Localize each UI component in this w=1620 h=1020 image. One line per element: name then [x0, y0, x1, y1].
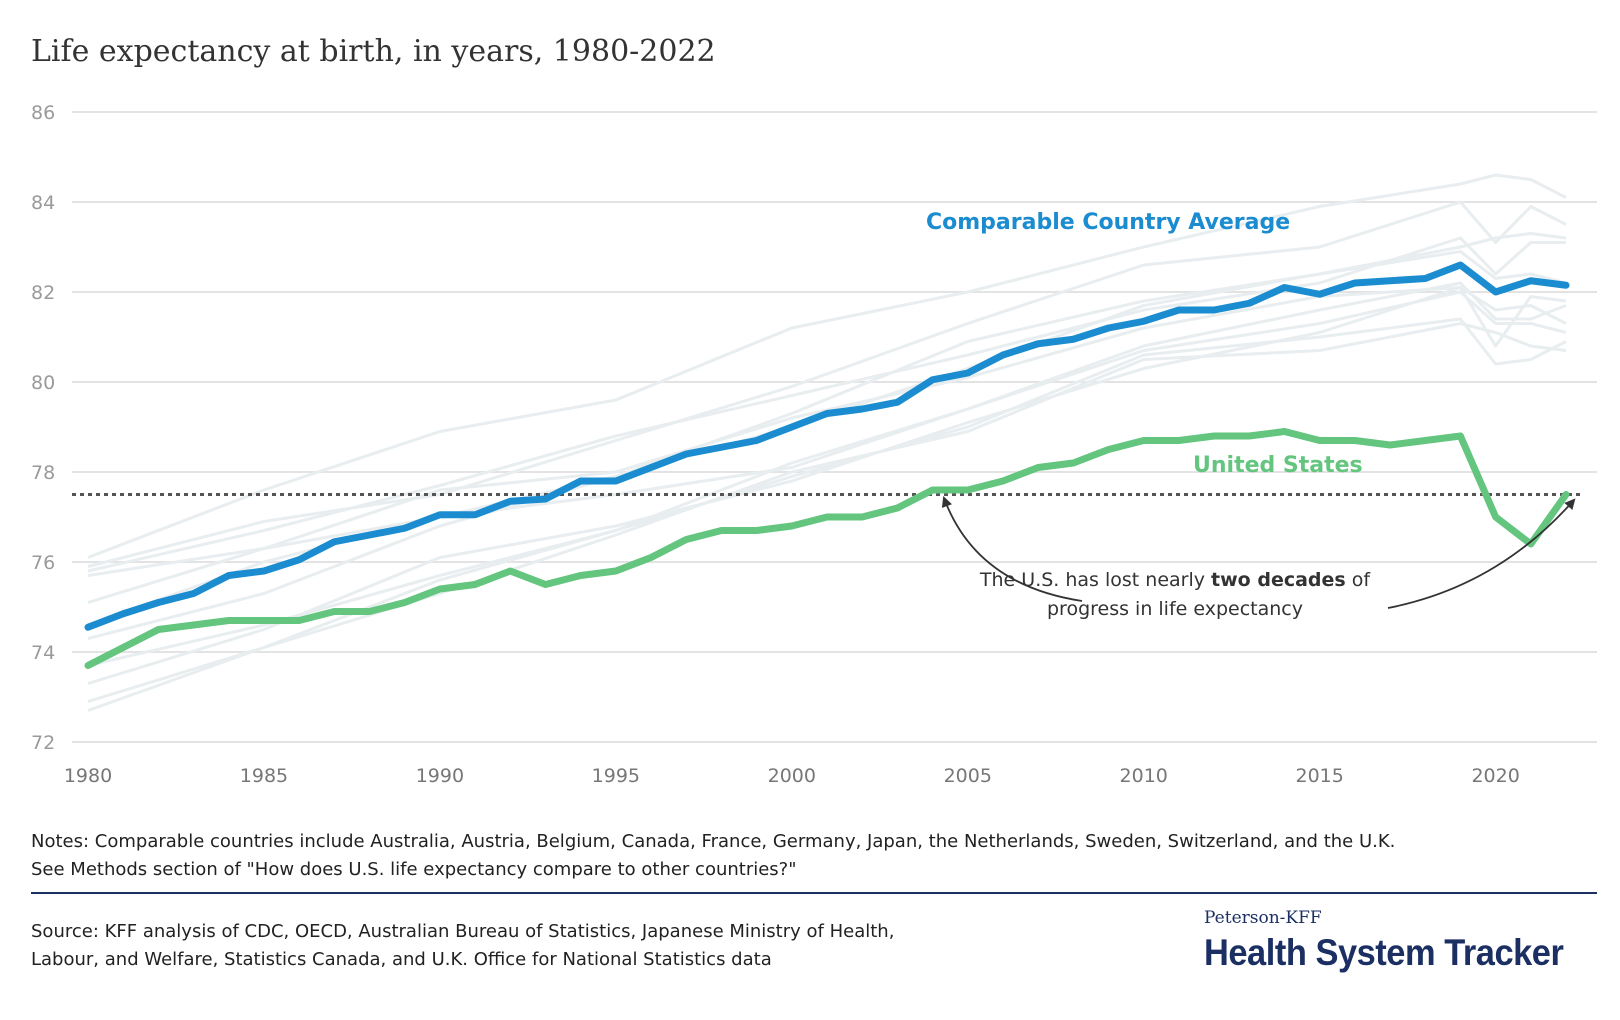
annotation-pre: The U.S. has lost nearly [979, 569, 1212, 591]
country-line [87, 250, 1567, 640]
chart-title: Life expectancy at birth, in years, 1980… [31, 34, 716, 69]
x-tick-label: 2000 [768, 765, 816, 787]
source-line-2: Labour, and Welfare, Statistics Canada, … [31, 949, 772, 970]
x-tick-label: 2010 [1120, 765, 1168, 787]
annotation-post: of [1345, 569, 1371, 591]
x-tick-label: 2005 [944, 765, 992, 787]
x-tick-label: 1995 [592, 765, 640, 787]
y-tick-label: 80 [31, 372, 55, 394]
average-line [84, 261, 1570, 631]
country-line [87, 281, 1567, 577]
country-line [87, 317, 1567, 667]
x-tick-label: 1985 [240, 765, 288, 787]
y-tick-label: 74 [31, 642, 55, 664]
series-label-us: United States [1193, 453, 1363, 478]
y-tick-label: 78 [31, 462, 55, 484]
x-tick-label: 2015 [1295, 765, 1343, 787]
y-tick-label: 76 [31, 552, 55, 574]
logo-peterson-kff: Peterson-KFF [1204, 908, 1322, 928]
country-line [87, 290, 1567, 703]
us-line [84, 428, 1570, 669]
y-tick-label: 82 [31, 282, 55, 304]
x-tick-label: 1980 [64, 765, 112, 787]
annotation-line2: progress in life expectancy [1046, 598, 1304, 620]
series-label-average: Comparable Country Average [926, 210, 1291, 235]
annotation-bold: two decades [1211, 569, 1346, 591]
notes: Notes: Comparable countries include Aust… [31, 828, 1395, 884]
annotation-arrow-right [1387, 498, 1576, 609]
divider [31, 892, 1597, 894]
x-tick-label: 2020 [1471, 765, 1519, 787]
country-line [87, 173, 1567, 559]
x-tick-label: 1990 [416, 765, 464, 787]
y-tick-label: 84 [31, 192, 55, 214]
y-tick-label: 86 [31, 102, 55, 124]
notes-line-2: See Methods section of "How does U.S. li… [31, 859, 797, 880]
logo-health-system-tracker: Health System Tracker [1204, 932, 1564, 973]
source: Source: KFF analysis of CDC, OECD, Austr… [31, 918, 894, 974]
notes-line-1: Notes: Comparable countries include Aust… [31, 831, 1396, 852]
line-chart: 72 74 76 78 80 82 84 86 1980 1985 1990 1995 2000 2005… [31, 102, 1597, 787]
country-line [87, 286, 1567, 604]
annotation-text: The U.S. has lost nearly two decades of … [960, 566, 1390, 624]
country-line [87, 200, 1567, 568]
y-tick-label: 72 [31, 732, 55, 754]
annotation-arrow-left [941, 495, 1083, 602]
source-line-1: Source: KFF analysis of CDC, OECD, Austr… [31, 921, 895, 942]
